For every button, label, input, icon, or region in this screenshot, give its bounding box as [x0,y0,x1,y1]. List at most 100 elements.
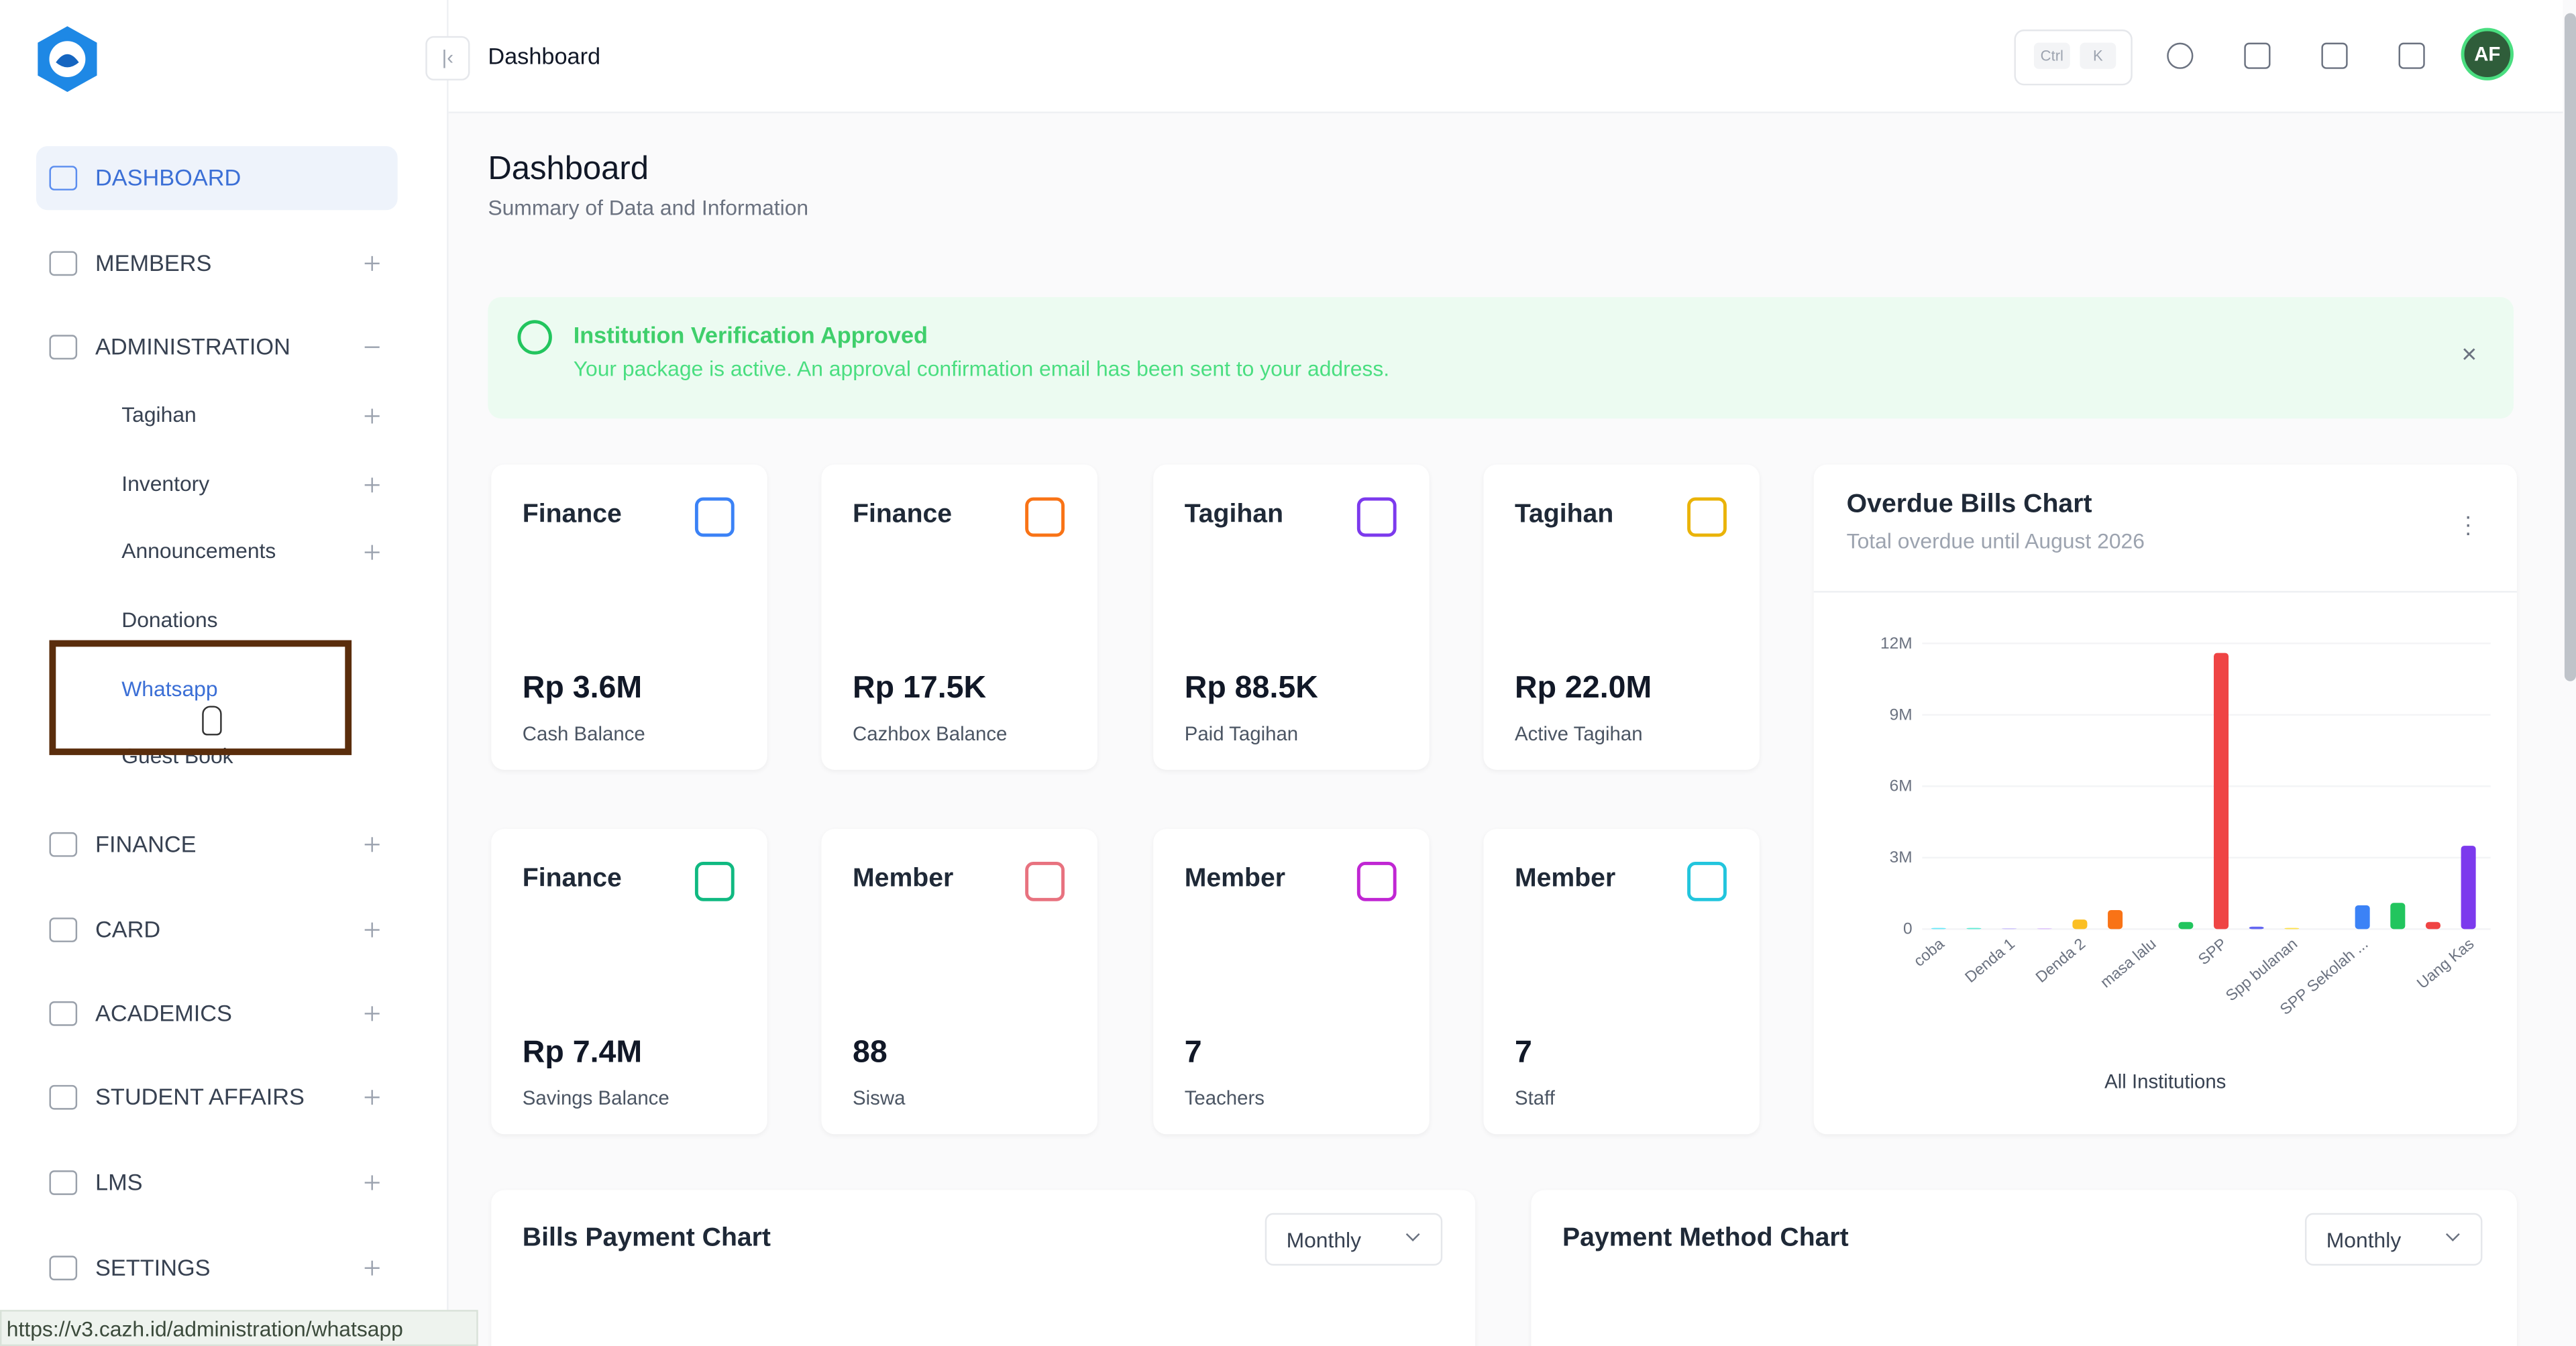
card-icon [1025,861,1065,901]
card-value: Rp 22.0M [1514,671,1652,706]
stat-card: Member 88 Siswa [821,829,1097,1135]
avatar[interactable]: AF [2461,27,2514,80]
chart-card: Overdue Bills Chart Total overdue until A… [1813,464,2517,1135]
status-bar [0,1310,478,1346]
active-menu-bg [36,146,398,211]
card-label: Cash Balance [522,722,645,746]
bar [2108,909,2123,930]
card-label: Paid Tagihan [1184,722,1299,746]
sidebar [0,0,449,1346]
logo [38,26,97,93]
bar [2355,905,2370,930]
card-icon [1687,497,1727,537]
expand-icon[interactable] [364,1260,380,1276]
alert [488,297,2514,419]
card-title: Finance [853,500,953,529]
page-title: Dashboard [488,151,649,188]
header-icon-button[interactable] [2398,42,2425,69]
stat-card: Member 7 Staff [1483,829,1760,1135]
y-tick-label: 3M [1890,848,1913,866]
card-title: Tagihan [1514,500,1614,529]
submenu-item[interactable]: Donations [121,607,218,632]
card-value: 88 [853,1035,888,1070]
expand-icon[interactable] [364,1175,380,1190]
card-label: Teachers [1184,1086,1265,1110]
header-bar [448,0,2563,113]
menu-icon [49,1255,78,1281]
expand-icon[interactable] [364,478,380,493]
card-title: Member [1184,864,1285,893]
menu-item[interactable]: FINANCE [95,830,197,857]
menu-item[interactable]: LMS [95,1168,143,1195]
card-value: Rp 17.5K [853,671,987,706]
menu-icon [49,1001,78,1026]
alert-close[interactable]: × [2461,341,2477,370]
card-value: Rp 7.4M [522,1035,643,1070]
menu-icon [49,166,78,190]
menu-item[interactable]: ADMINISTRATION [95,333,290,360]
menu-item[interactable]: SETTINGS [95,1253,211,1281]
menu-icon [49,1170,78,1195]
bar [2002,928,2017,930]
menu-item[interactable]: CARD [95,915,161,942]
expand-icon[interactable] [364,408,380,424]
submenu-item[interactable]: Inventory [121,471,210,496]
menu-icon [49,917,78,942]
expand-icon[interactable] [364,545,380,560]
submenu-item[interactable]: Announcements [121,538,276,563]
expand-icon[interactable] [364,1090,380,1105]
card-icon [1356,497,1397,537]
chart-card: Payment Method Chart Monthly [1531,1190,2517,1346]
expand-icon[interactable] [364,837,380,852]
card-title: Finance [522,864,622,893]
card-label: Active Tagihan [1514,722,1643,746]
card-value: 7 [1184,1035,1202,1070]
header-icon-button[interactable] [2321,42,2348,69]
menu-item[interactable]: DASHBOARD [95,164,241,190]
expand-icon[interactable] [364,1006,380,1021]
menu-icon [49,1084,78,1110]
submenu-item[interactable]: Whatsapp [121,676,218,702]
menu-item[interactable]: MEMBERS [95,249,212,276]
submenu-item[interactable]: Tagihan [121,402,197,427]
x-tick-label: Uang Kas [2414,935,2477,993]
x-tick-label: Denda 1 [1962,935,2018,986]
submenu-item[interactable]: Guest Book [121,743,233,769]
bar [2461,846,2476,930]
card-icon [1687,861,1727,901]
y-tick-label: 9M [1890,706,1913,724]
card-label: Siswa [853,1086,906,1110]
chart-subtitle: Total overdue until August 2026 [1846,528,2145,553]
status-url: https://v3.cazh.id/administration/whatsa… [6,1316,403,1341]
alert-message: Your package is active. An approval conf… [573,356,1390,381]
chart-menu[interactable]: · · · [2464,502,2472,545]
bar [2178,921,2194,930]
card-label: Staff [1514,1086,1555,1110]
scrollbar-thumb [2564,13,2576,681]
stat-card: Tagihan Rp 22.0M Active Tagihan [1483,464,1760,770]
stat-card: Finance Rp 7.4M Savings Balance [491,829,767,1135]
y-tick-label: 12M [1880,634,1913,653]
bar [2425,921,2440,930]
header-icon-button[interactable] [2244,42,2271,69]
card-label: Cazhbox Balance [853,722,1008,746]
card-value: Rp 3.6M [522,671,643,706]
menu-item[interactable]: ACADEMICS [95,999,232,1026]
card-title: Member [1514,864,1616,893]
collapse-button[interactable]: |‹ [425,36,470,80]
highlight-box [49,640,352,755]
chart-title: Payment Method Chart [1562,1224,1849,1253]
header-icon-button[interactable] [2167,42,2194,69]
period-select[interactable]: Monthly [2304,1213,2483,1266]
menu-item[interactable]: STUDENT AFFAIRS [95,1083,305,1110]
collapse-icon[interactable] [364,340,380,355]
period-select[interactable]: Monthly [1265,1213,1443,1266]
expand-icon[interactable] [364,256,380,271]
expand-icon[interactable] [364,922,380,938]
x-axis-label: All Institutions [2104,1071,2226,1093]
stat-card: Member 7 Teachers [1153,829,1430,1135]
stat-card: Tagihan Rp 88.5K Paid Tagihan [1153,464,1430,770]
x-tick-label: SPP [2195,935,2230,968]
